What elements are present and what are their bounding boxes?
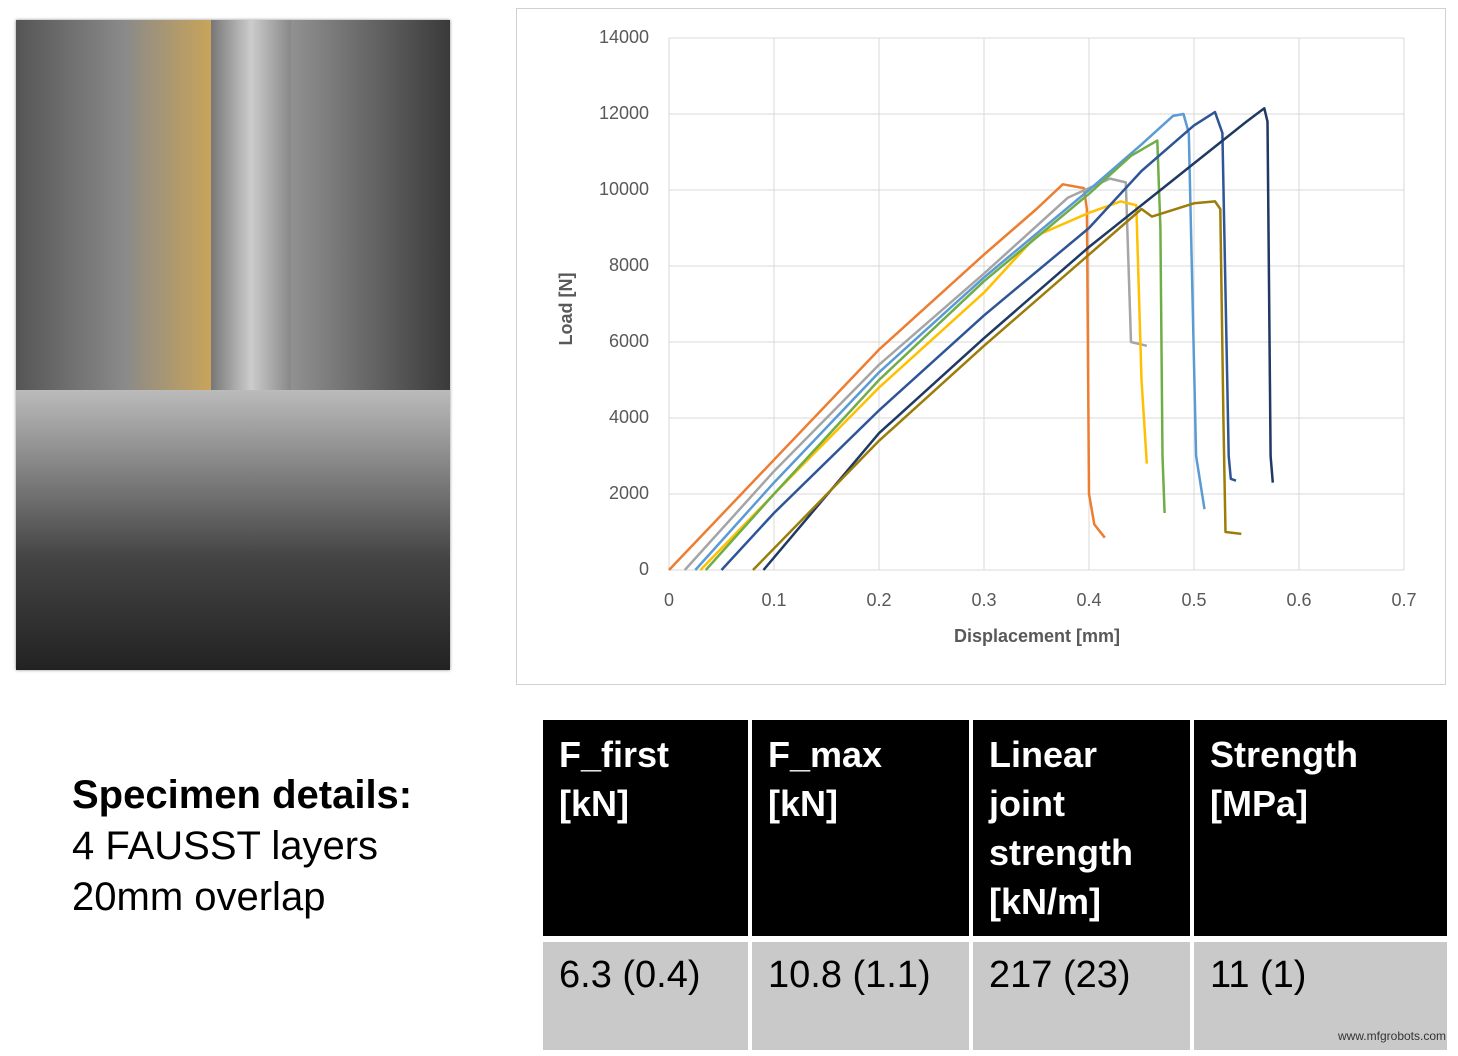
series-line bbox=[694, 112, 1206, 571]
y-tick-label: 12000 bbox=[599, 103, 649, 123]
header-line: Linear bbox=[989, 734, 1098, 775]
y-axis-title: Load [N] bbox=[556, 273, 576, 346]
header-cell: Linear joint strength [kN/m] bbox=[973, 720, 1190, 936]
x-tick-label: 0.7 bbox=[1391, 590, 1416, 610]
series-line bbox=[699, 200, 1149, 571]
photo-specimen bbox=[211, 20, 291, 450]
data-cell: 217 (23) bbox=[973, 942, 1190, 1050]
photo-fixture bbox=[16, 390, 450, 670]
specimen-title: Specimen details: bbox=[72, 773, 413, 817]
header-row: F_first [kN] F_max [kN] Linear joint strength [… bbox=[543, 720, 1447, 936]
x-tick-label: 0 bbox=[664, 590, 674, 610]
header-line: [MPa] bbox=[1210, 783, 1308, 824]
x-tick-label: 0.1 bbox=[761, 590, 786, 610]
results-table: F_first [kN] F_max [kN] Linear joint strength [… bbox=[539, 714, 1451, 1056]
header-line: F_first bbox=[559, 734, 670, 775]
x-tick-label: 0.4 bbox=[1076, 590, 1101, 610]
specimen-photo bbox=[16, 20, 450, 670]
specimen-line: 20mm overlap bbox=[72, 875, 326, 919]
data-row: 6.3 (0.4) 10.8 (1.1) 217 (23) 11 (1) bbox=[543, 942, 1447, 1050]
y-tick-label: 14000 bbox=[599, 27, 649, 47]
series-line bbox=[720, 110, 1237, 571]
x-tick-label: 0.2 bbox=[866, 590, 891, 610]
header-line: [kN] bbox=[768, 783, 838, 824]
y-tick-label: 2000 bbox=[609, 483, 649, 503]
series-line bbox=[668, 183, 1106, 571]
y-tick-label: 6000 bbox=[609, 331, 649, 351]
header-line: [kN/m] bbox=[989, 881, 1102, 922]
data-cell: 11 (1) bbox=[1194, 942, 1447, 1050]
watermark: www.mfgrobots.com bbox=[1337, 1029, 1446, 1043]
specimen-line: 4 FAUSST layers bbox=[72, 824, 379, 868]
y-tick-label: 4000 bbox=[609, 407, 649, 427]
chart: Displacement [mm] Load [N] 0 2000 4000 6000… bbox=[516, 8, 1446, 685]
header-line: joint bbox=[989, 783, 1065, 824]
y-tick-label: 8000 bbox=[609, 255, 649, 275]
header-line: [kN] bbox=[559, 783, 629, 824]
x-tick-label: 0.6 bbox=[1286, 590, 1311, 610]
specimen-details: Specimen details: 4 FAUSST layers 20mm o… bbox=[72, 770, 412, 923]
x-axis-title: Displacement [mm] bbox=[954, 626, 1120, 646]
header-line: strength bbox=[989, 832, 1133, 873]
series-line bbox=[704, 139, 1166, 571]
series-line bbox=[683, 177, 1148, 571]
series-line bbox=[752, 200, 1242, 571]
header-cell: F_first [kN] bbox=[543, 720, 748, 936]
data-cell: 10.8 (1.1) bbox=[752, 942, 969, 1050]
header-cell: Strength [MPa] bbox=[1194, 720, 1447, 936]
header-line: Strength bbox=[1210, 734, 1358, 775]
x-tick-label: 0.5 bbox=[1181, 590, 1206, 610]
series-line bbox=[762, 107, 1275, 571]
header-cell: F_max [kN] bbox=[752, 720, 969, 936]
x-tick-label: 0.3 bbox=[971, 590, 996, 610]
y-tick-label: 0 bbox=[639, 559, 649, 579]
data-cell: 6.3 (0.4) bbox=[543, 942, 748, 1050]
header-line: F_max bbox=[768, 734, 883, 775]
y-tick-label: 10000 bbox=[599, 179, 649, 199]
